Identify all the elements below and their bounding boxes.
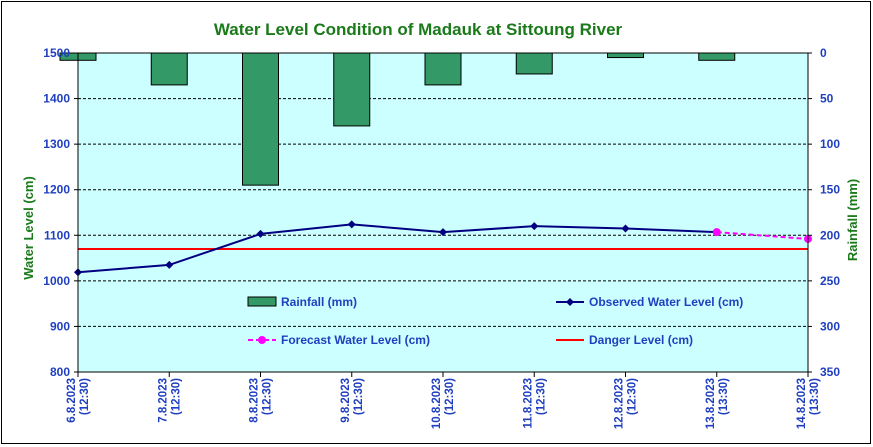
y-axis-left-title: Water Level (cm) xyxy=(21,176,36,280)
plot-area: 800 900 1000 1100 1200 1300 1400 1500 0 50 100 150 2… xyxy=(43,46,840,429)
y-left-tick-label: 800 xyxy=(50,365,70,379)
observed-water-level-point xyxy=(256,229,265,238)
y-left-tick-label: 1400 xyxy=(43,92,70,106)
y-right-tick-label: 300 xyxy=(820,319,840,333)
legend-label: Rainfall (mm) xyxy=(281,295,357,309)
legend-item: Observed Water Level (cm) xyxy=(556,295,743,309)
x-tick-label-time: (13:30) xyxy=(718,378,730,415)
x-tick-label-group: 7.8.2023 (12:30) xyxy=(157,378,182,423)
x-tick-label-date: 10.8.2023 xyxy=(431,378,443,429)
x-tick-label-time: (13:30) xyxy=(809,378,821,415)
x-tick-label-group: 6.8.2023 (12:30) xyxy=(66,378,91,423)
y-left-tick-label: 1000 xyxy=(43,274,70,288)
legend-label: Observed Water Level (cm) xyxy=(589,295,743,309)
plot-background xyxy=(78,53,808,372)
legend-label: Danger Level (cm) xyxy=(589,333,693,347)
rainfall-bar xyxy=(515,52,553,75)
x-tick-label-date: 14.8.2023 xyxy=(796,378,808,429)
y-left-tick-label: 900 xyxy=(50,319,70,333)
x-tick-label-group: 12.8.2023 (12:30) xyxy=(614,378,639,429)
y-right-tick-label: 350 xyxy=(820,365,840,379)
y-right-tick-label: 100 xyxy=(820,137,840,151)
x-tick-label-time: (12:30) xyxy=(170,378,182,415)
observed-water-level-point xyxy=(347,220,356,229)
x-tick-label-date: 13.8.2023 xyxy=(705,378,717,429)
legend-item: Rainfall (mm) xyxy=(247,295,357,309)
y-left-tick-label: 1100 xyxy=(44,228,70,242)
x-tick-label-date: 7.8.2023 xyxy=(157,378,169,423)
x-tick-label-date: 9.8.2023 xyxy=(340,378,352,423)
observed-water-level-point xyxy=(165,260,174,269)
x-tick-label-time: (12:30) xyxy=(79,378,91,415)
y-right-tick-label: 200 xyxy=(820,228,840,242)
legend-swatch-rainfall xyxy=(247,296,277,307)
observed-water-level-line xyxy=(77,223,717,274)
x-tick-label-date: 8.8.2023 xyxy=(249,378,261,423)
observed-water-level-point xyxy=(621,224,630,233)
y-right-tick-label: 150 xyxy=(820,183,840,197)
forecast-water-level-point xyxy=(712,228,721,237)
x-tick-label-time: (12:30) xyxy=(444,378,456,415)
x-tick-label-date: 6.8.2023 xyxy=(66,378,78,423)
rainfall-bar xyxy=(150,52,188,86)
legend-swatch-observed-marker xyxy=(566,298,574,306)
x-tick-label-date: 12.8.2023 xyxy=(614,378,626,429)
x-tick-label-time: (12:30) xyxy=(627,378,639,415)
y-right-tick-label: 50 xyxy=(820,92,834,106)
x-tick-label-time: (12:30) xyxy=(262,378,274,415)
legend: Rainfall (mm) Observed Water Level (cm) Fo… xyxy=(247,295,743,347)
x-tick-label-group: 13.8.2023 (13:30) xyxy=(705,378,730,429)
chart-title: Water Level Condition of Madauk at Sitto… xyxy=(214,20,623,39)
y-left-tick-label: 1200 xyxy=(43,183,70,197)
y-right-tick-label: 250 xyxy=(820,274,840,288)
y-axis-right-title: Rainfall (mm) xyxy=(845,179,860,261)
x-tick-label-group: 14.8.2023 (13:30) xyxy=(796,378,821,429)
y-right-tick-label: 0 xyxy=(820,46,827,60)
observed-water-level-point xyxy=(439,228,447,237)
legend-item: Forecast Water Level (cm) xyxy=(248,333,430,347)
x-tick-label-group: 9.8.2023 (12:30) xyxy=(340,378,365,423)
rainfall-bar xyxy=(424,52,462,86)
x-tick-label-group: 11.8.2023 (12:30) xyxy=(522,378,547,429)
x-tick-label-group: 8.8.2023 (12:30) xyxy=(249,378,274,423)
forecast-water-level-line xyxy=(716,231,809,240)
rainfall-bar xyxy=(242,52,279,186)
rainfall-bar xyxy=(333,52,371,127)
y-left-tick-label: 1500 xyxy=(43,46,70,60)
rainfall-bar xyxy=(607,52,644,59)
legend-item: Danger Level (cm) xyxy=(556,333,693,347)
x-tick-label-time: (12:30) xyxy=(535,378,547,415)
rainfall-bar xyxy=(698,52,736,61)
y-left-tick-label: 1300 xyxy=(43,137,70,151)
legend-swatch-forecast-marker xyxy=(258,336,266,344)
legend-label: Forecast Water Level (cm) xyxy=(281,333,430,347)
x-tick-label-date: 11.8.2023 xyxy=(522,378,534,429)
x-tick-label-time: (12:30) xyxy=(353,378,365,415)
observed-water-level-point xyxy=(530,222,539,231)
x-tick-label-group: 10.8.2023 (12:30) xyxy=(431,378,456,429)
